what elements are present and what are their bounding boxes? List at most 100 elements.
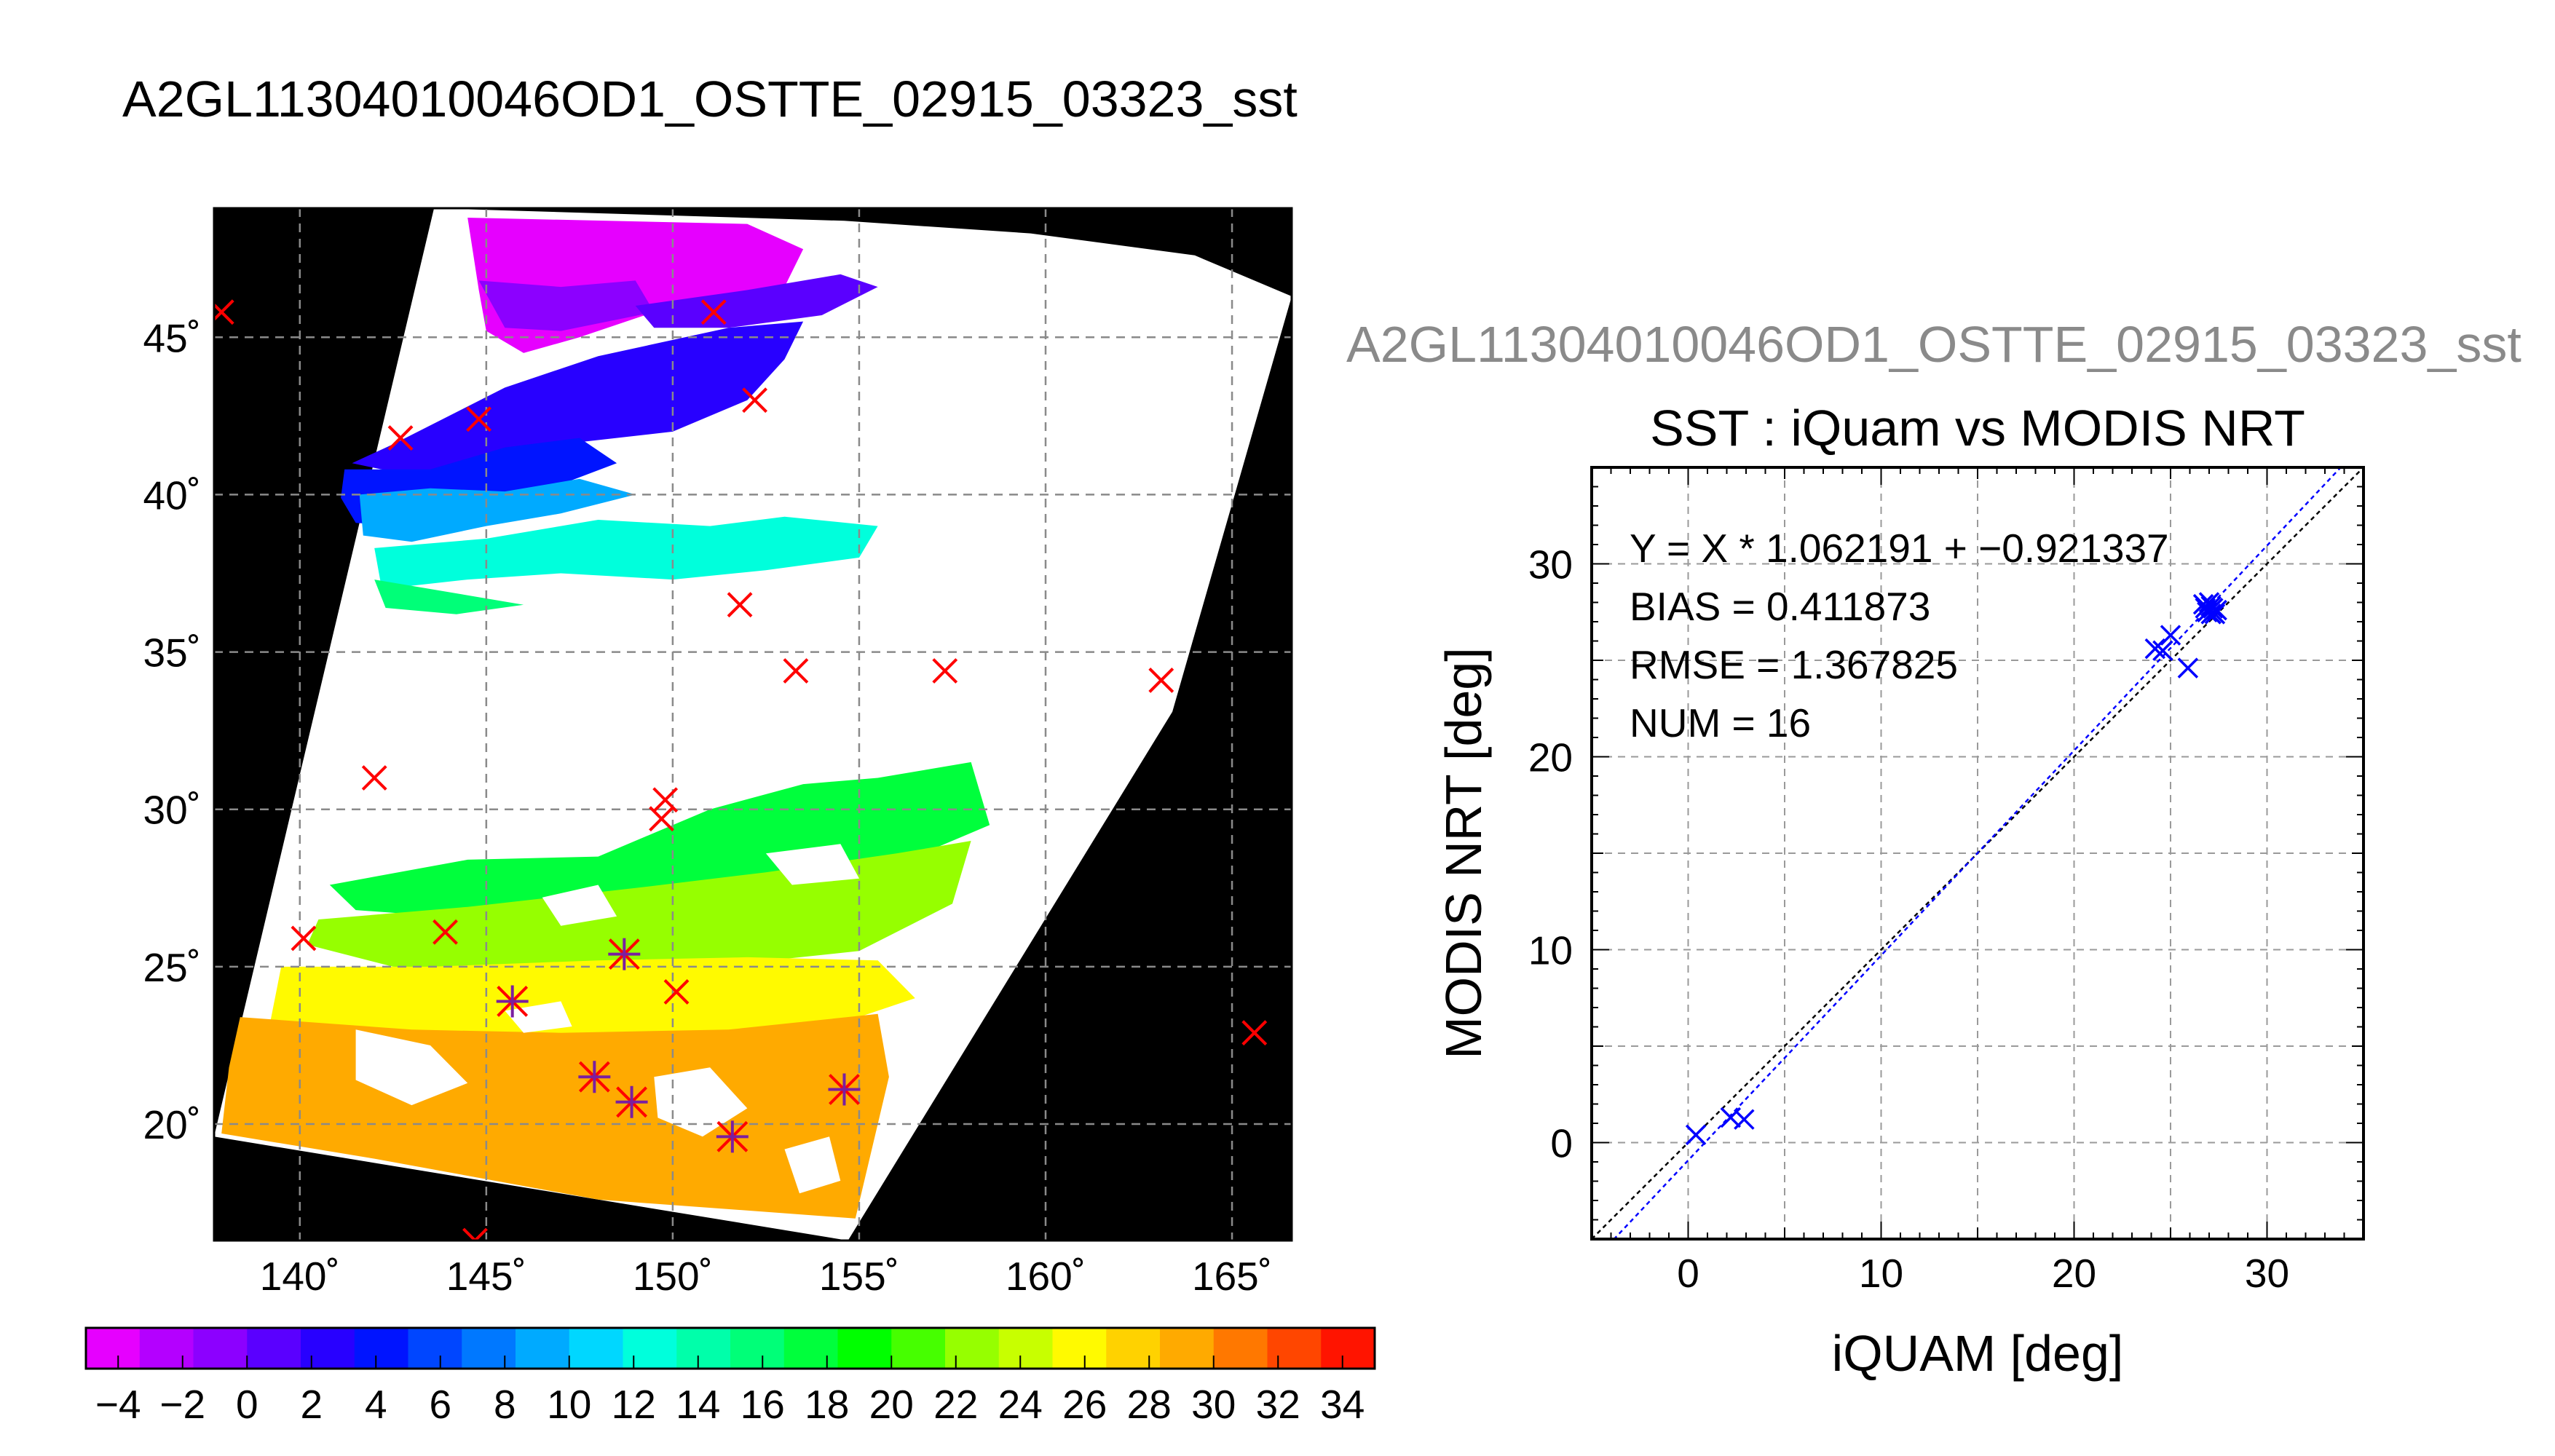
map-y-tick-label: 35˚ xyxy=(143,630,202,676)
matchup-marker xyxy=(291,925,317,951)
matchup-marker xyxy=(700,299,727,325)
scatter-point xyxy=(2144,638,2166,660)
map-y-tick-label: 20˚ xyxy=(143,1102,202,1147)
sst-region xyxy=(329,761,990,919)
map-y-tick-label: 40˚ xyxy=(143,472,202,518)
colorbar-band xyxy=(408,1328,462,1369)
colorbar-tick-label: 16 xyxy=(741,1382,785,1427)
colorbar-tick-label: 32 xyxy=(1256,1382,1300,1427)
map-y-tick-label: 30˚ xyxy=(143,788,202,833)
colorbar-band xyxy=(1160,1328,1215,1369)
matchup-marker xyxy=(932,658,958,684)
matchup-marker xyxy=(466,406,492,432)
scatter-y-tick-label: 10 xyxy=(1528,928,1573,973)
colorbar: −4 −2 0 2 4 6 8 10 12 14 16 18 20 22 24 26 28 30 32 34 xyxy=(84,1326,1376,1427)
scatter-axes: 0 10 20 30 0 10 20 30 xyxy=(1528,467,2364,1296)
matchup-markers xyxy=(214,299,1268,1241)
scatter-x-tick-label: 30 xyxy=(2245,1251,2289,1296)
colorbar-band xyxy=(516,1328,570,1369)
colorbar-band xyxy=(1321,1328,1375,1369)
map-x-tick-label: 140˚ xyxy=(260,1254,340,1299)
colorbar-band xyxy=(676,1328,731,1369)
matchup-marker xyxy=(1241,1020,1268,1046)
scatter-ylabel: MODIS NRT [deg] xyxy=(1435,647,1492,1059)
colorbar-frame xyxy=(84,1326,1376,1370)
matchup-marker xyxy=(473,1227,488,1241)
scatter-bias: BIAS = 0.411873 xyxy=(1630,584,1930,629)
scatter-point xyxy=(2192,593,2214,615)
map-axes: 140˚ 145˚ 150˚ 155˚ 160˚ 165˚ 20˚ 25˚ 30˚ 35˚ 40˚ 4… xyxy=(143,315,1273,1299)
map-x-tick-label: 145˚ xyxy=(446,1254,526,1299)
scatter-point xyxy=(2177,657,2199,678)
cloud-patch xyxy=(654,1067,748,1137)
scatter-lines xyxy=(1592,467,2364,1239)
scatter-point xyxy=(2204,604,2226,625)
scatter-rmse: RMSE = 1.367825 xyxy=(1630,642,1958,687)
sst-region xyxy=(352,321,804,476)
colorbar-band xyxy=(354,1328,408,1369)
matchup-marker xyxy=(1148,668,1174,693)
map-x-tick-label: 155˚ xyxy=(819,1254,899,1299)
matchup-marker xyxy=(649,806,674,832)
matchup-marker xyxy=(727,592,753,618)
colorbar-tick-label: −2 xyxy=(159,1382,205,1427)
map-x-tick-label: 160˚ xyxy=(1006,1254,1086,1299)
matchup-marker xyxy=(387,425,414,451)
scatter-x-tick-label: 20 xyxy=(2052,1251,2096,1296)
colorbar-tick-label: 6 xyxy=(429,1382,451,1427)
scatter-point xyxy=(2200,604,2222,625)
sst-region xyxy=(374,516,878,590)
main-title: A2GL11304010046OD1_OSTTE_02915_03323_sst xyxy=(122,71,1298,127)
colorbar-band xyxy=(891,1328,946,1369)
colorbar-band xyxy=(783,1328,838,1369)
scatter-points xyxy=(1685,592,2227,1146)
map-x-tick-label: 165˚ xyxy=(1192,1254,1272,1299)
colorbar-band xyxy=(730,1328,785,1369)
scatter-x-tick-label: 10 xyxy=(1859,1251,1903,1296)
scatter-figure-title: A2GL11304010046OD1_OSTTE_02915_03323_sst xyxy=(1346,316,2522,373)
scatter-grid xyxy=(1592,467,2364,1239)
cloud-patch xyxy=(765,844,859,885)
matchup-marker xyxy=(663,979,690,1005)
sst-map-panel: 140˚ 145˚ 150˚ 155˚ 160˚ 165˚ 20˚ 25˚ 30˚ 35˚ 40˚ 4… xyxy=(143,207,1293,1299)
colorbar-tick-label: 0 xyxy=(236,1382,258,1427)
scatter-y-tick-label: 20 xyxy=(1528,735,1573,780)
colorbar-tick-label: 26 xyxy=(1062,1382,1107,1427)
scatter-xlabel: iQUAM [deg] xyxy=(1832,1325,2124,1382)
scatter-point xyxy=(2152,640,2173,661)
scatter-fit-equation: Y = X * 1.062191 + −0.921337 xyxy=(1630,526,2169,571)
scatter-title: SST : iQuam vs MODIS NRT xyxy=(1650,400,2305,456)
colorbar-tick-label: 28 xyxy=(1127,1382,1172,1427)
colorbar-tick-label: 22 xyxy=(933,1382,978,1427)
cloud-patch xyxy=(355,1029,468,1106)
cloud-patch xyxy=(542,885,617,926)
scatter-panel: SST : iQuam vs MODIS NRT 0 10 20 300102030 … xyxy=(1435,400,2365,1382)
colorbar-tick-label: 4 xyxy=(365,1382,387,1427)
scatter-point xyxy=(2206,599,2227,621)
colorbar-tick-label: 8 xyxy=(494,1382,516,1427)
matchup-marker xyxy=(742,387,767,414)
colorbar-band xyxy=(139,1328,194,1369)
colorbar-tick-label: 18 xyxy=(805,1382,849,1427)
colorbar-tick-label: 24 xyxy=(998,1382,1043,1427)
colorbar-tick-label: 12 xyxy=(612,1382,656,1427)
scatter-x-tick-label: 0 xyxy=(1677,1251,1699,1296)
map-y-tick-label: 25˚ xyxy=(143,945,202,990)
sst-region xyxy=(374,579,524,614)
colorbar-band xyxy=(247,1328,301,1369)
colorbar-tick-label: 34 xyxy=(1320,1382,1365,1427)
scatter-point xyxy=(1734,1109,1755,1130)
fit-line xyxy=(1613,467,2342,1239)
colorbar-band xyxy=(569,1328,623,1369)
colorbar-tick-label: 20 xyxy=(869,1382,914,1427)
colorbar-band xyxy=(301,1328,355,1369)
colorbar-tick-label: 2 xyxy=(300,1382,323,1427)
matchup-marker xyxy=(361,765,387,791)
cloud-patch xyxy=(784,1136,841,1194)
colorbar-band xyxy=(623,1328,677,1369)
matchup-marker xyxy=(433,919,458,945)
scatter-point xyxy=(1685,1124,1707,1146)
matchup-marker xyxy=(462,1227,478,1241)
colorbar-band xyxy=(945,1328,1000,1369)
